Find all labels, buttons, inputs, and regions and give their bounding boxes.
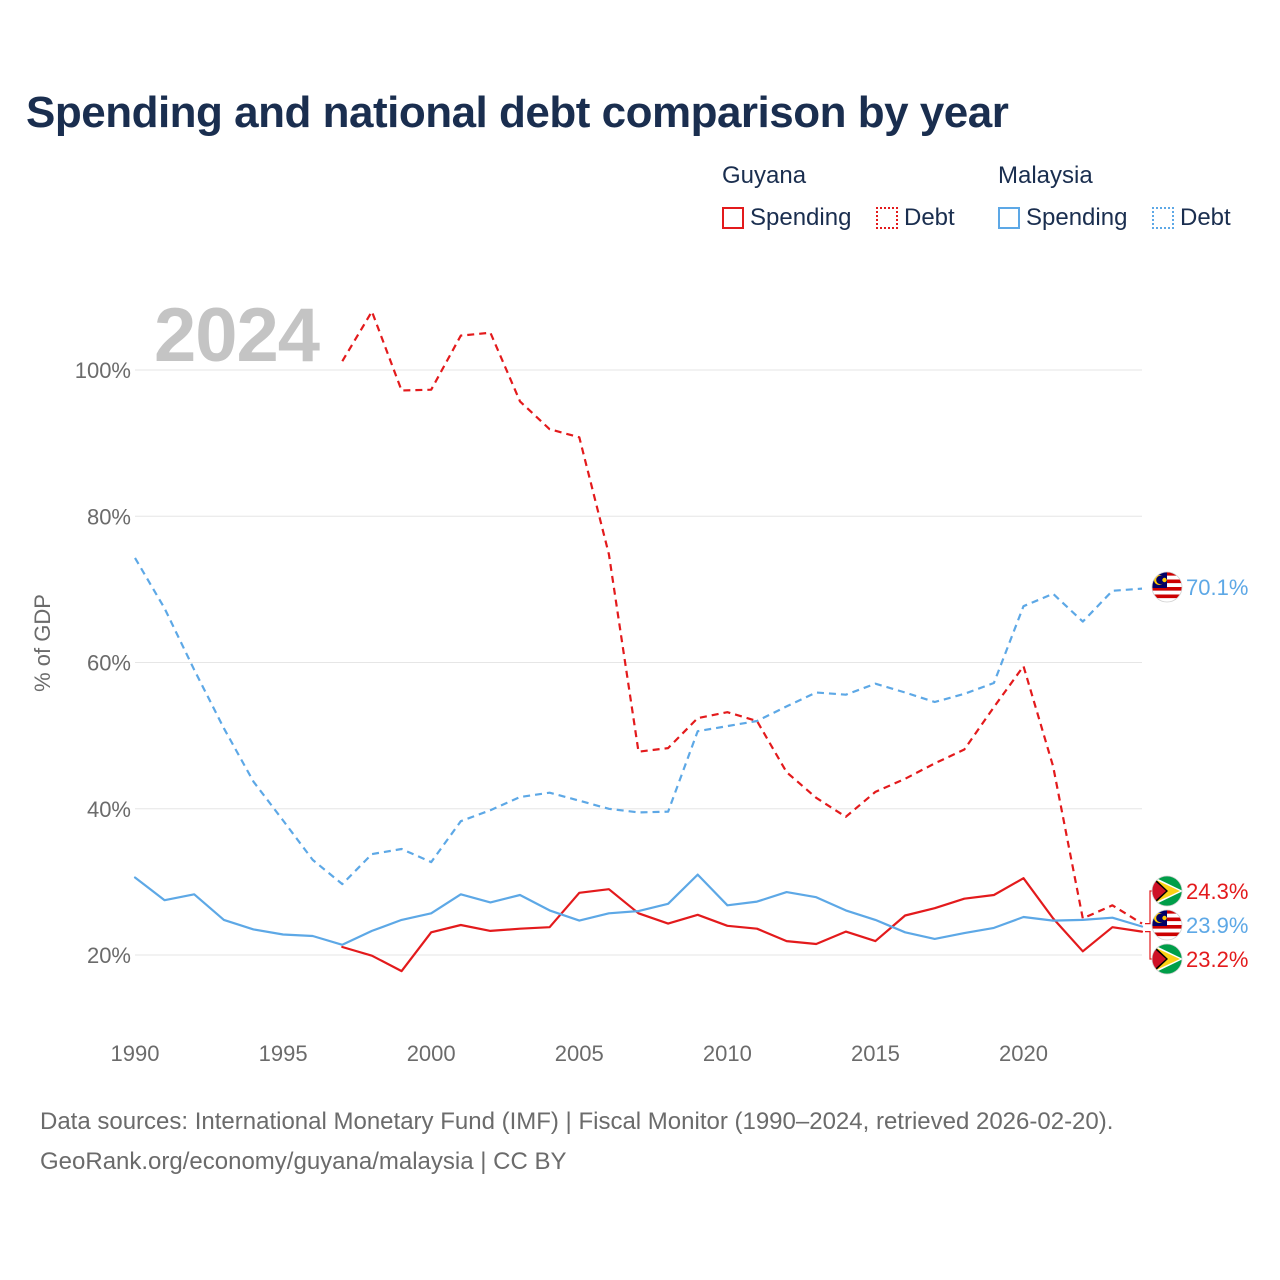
legend-malaysia-debt[interactable]: Debt — [1152, 204, 1231, 232]
legend-guyana-spending[interactable]: Spending — [722, 204, 851, 232]
guyana-flag-icon — [1151, 943, 1183, 975]
legend-guyana-debt[interactable]: Debt — [876, 204, 955, 232]
malaysia-flag-icon — [1151, 909, 1183, 941]
legend-guyana-debt-label: Debt — [904, 204, 955, 231]
legend-guyana-title: Guyana — [722, 162, 807, 189]
x-tick-label: 2020 — [999, 1041, 1048, 1066]
series-layer — [133, 310, 1144, 973]
malaysia-flag-icon — [1151, 571, 1183, 603]
footer-attribution[interactable]: GeoRank.org/economy/guyana/malaysia | CC… — [40, 1148, 567, 1175]
axis-layer: 20% 40% 60% 80% 100% 1990 1995 2000 2005 2010 2015… — [30, 358, 1048, 1066]
y-tick-label: 80% — [87, 504, 131, 529]
y-axis-label: % of GDP — [30, 594, 55, 692]
series-guyana-spending[interactable] — [341, 877, 1144, 973]
x-tick-label: 2010 — [703, 1041, 752, 1066]
end-label-malaysia-spending: 23.9% — [1186, 913, 1248, 938]
y-tick-label: 60% — [87, 651, 131, 676]
x-tick-label: 1995 — [259, 1041, 308, 1066]
legend-malaysia-spending-label: Spending — [1026, 204, 1128, 231]
legend-swatch-guyana-debt — [876, 207, 898, 229]
end-label-layer: 23.2% 24.3% 23.9% 70.1% — [1145, 571, 1248, 975]
series-malaysia-debt[interactable] — [134, 557, 1143, 886]
legend-swatch-malaysia-debt — [1152, 207, 1174, 229]
legend-malaysia-spending[interactable]: Spending — [998, 204, 1127, 232]
legend-swatch-guyana-spending — [722, 207, 744, 229]
y-tick-label: 40% — [87, 797, 131, 822]
legend-malaysia-debt-label: Debt — [1180, 204, 1231, 231]
x-tick-label: 2015 — [851, 1041, 900, 1066]
guyana-flag-icon — [1151, 875, 1183, 907]
year-watermark: 2024 — [154, 293, 320, 378]
end-label-malaysia-debt: 70.1% — [1186, 575, 1248, 600]
y-tick-label: 20% — [87, 943, 131, 968]
end-label-guyana-spending: 23.2% — [1186, 947, 1248, 972]
series-guyana-debt[interactable] — [341, 310, 1143, 925]
x-tick-label: 2005 — [555, 1041, 604, 1066]
footer-sources: Data sources: International Monetary Fun… — [40, 1108, 1114, 1135]
grid-layer — [135, 369, 1142, 956]
legend-guyana-spending-label: Spending — [750, 204, 852, 231]
x-tick-label: 1990 — [111, 1041, 160, 1066]
end-label-guyana-debt: 24.3% — [1186, 879, 1248, 904]
series-malaysia-spending[interactable] — [133, 873, 1144, 946]
legend-swatch-malaysia-spending — [998, 207, 1020, 229]
y-tick-label: 100% — [75, 358, 131, 383]
chart-title: Spending and national debt comparison by… — [26, 88, 1009, 137]
legend-malaysia-title: Malaysia — [998, 162, 1093, 189]
x-tick-label: 2000 — [407, 1041, 456, 1066]
